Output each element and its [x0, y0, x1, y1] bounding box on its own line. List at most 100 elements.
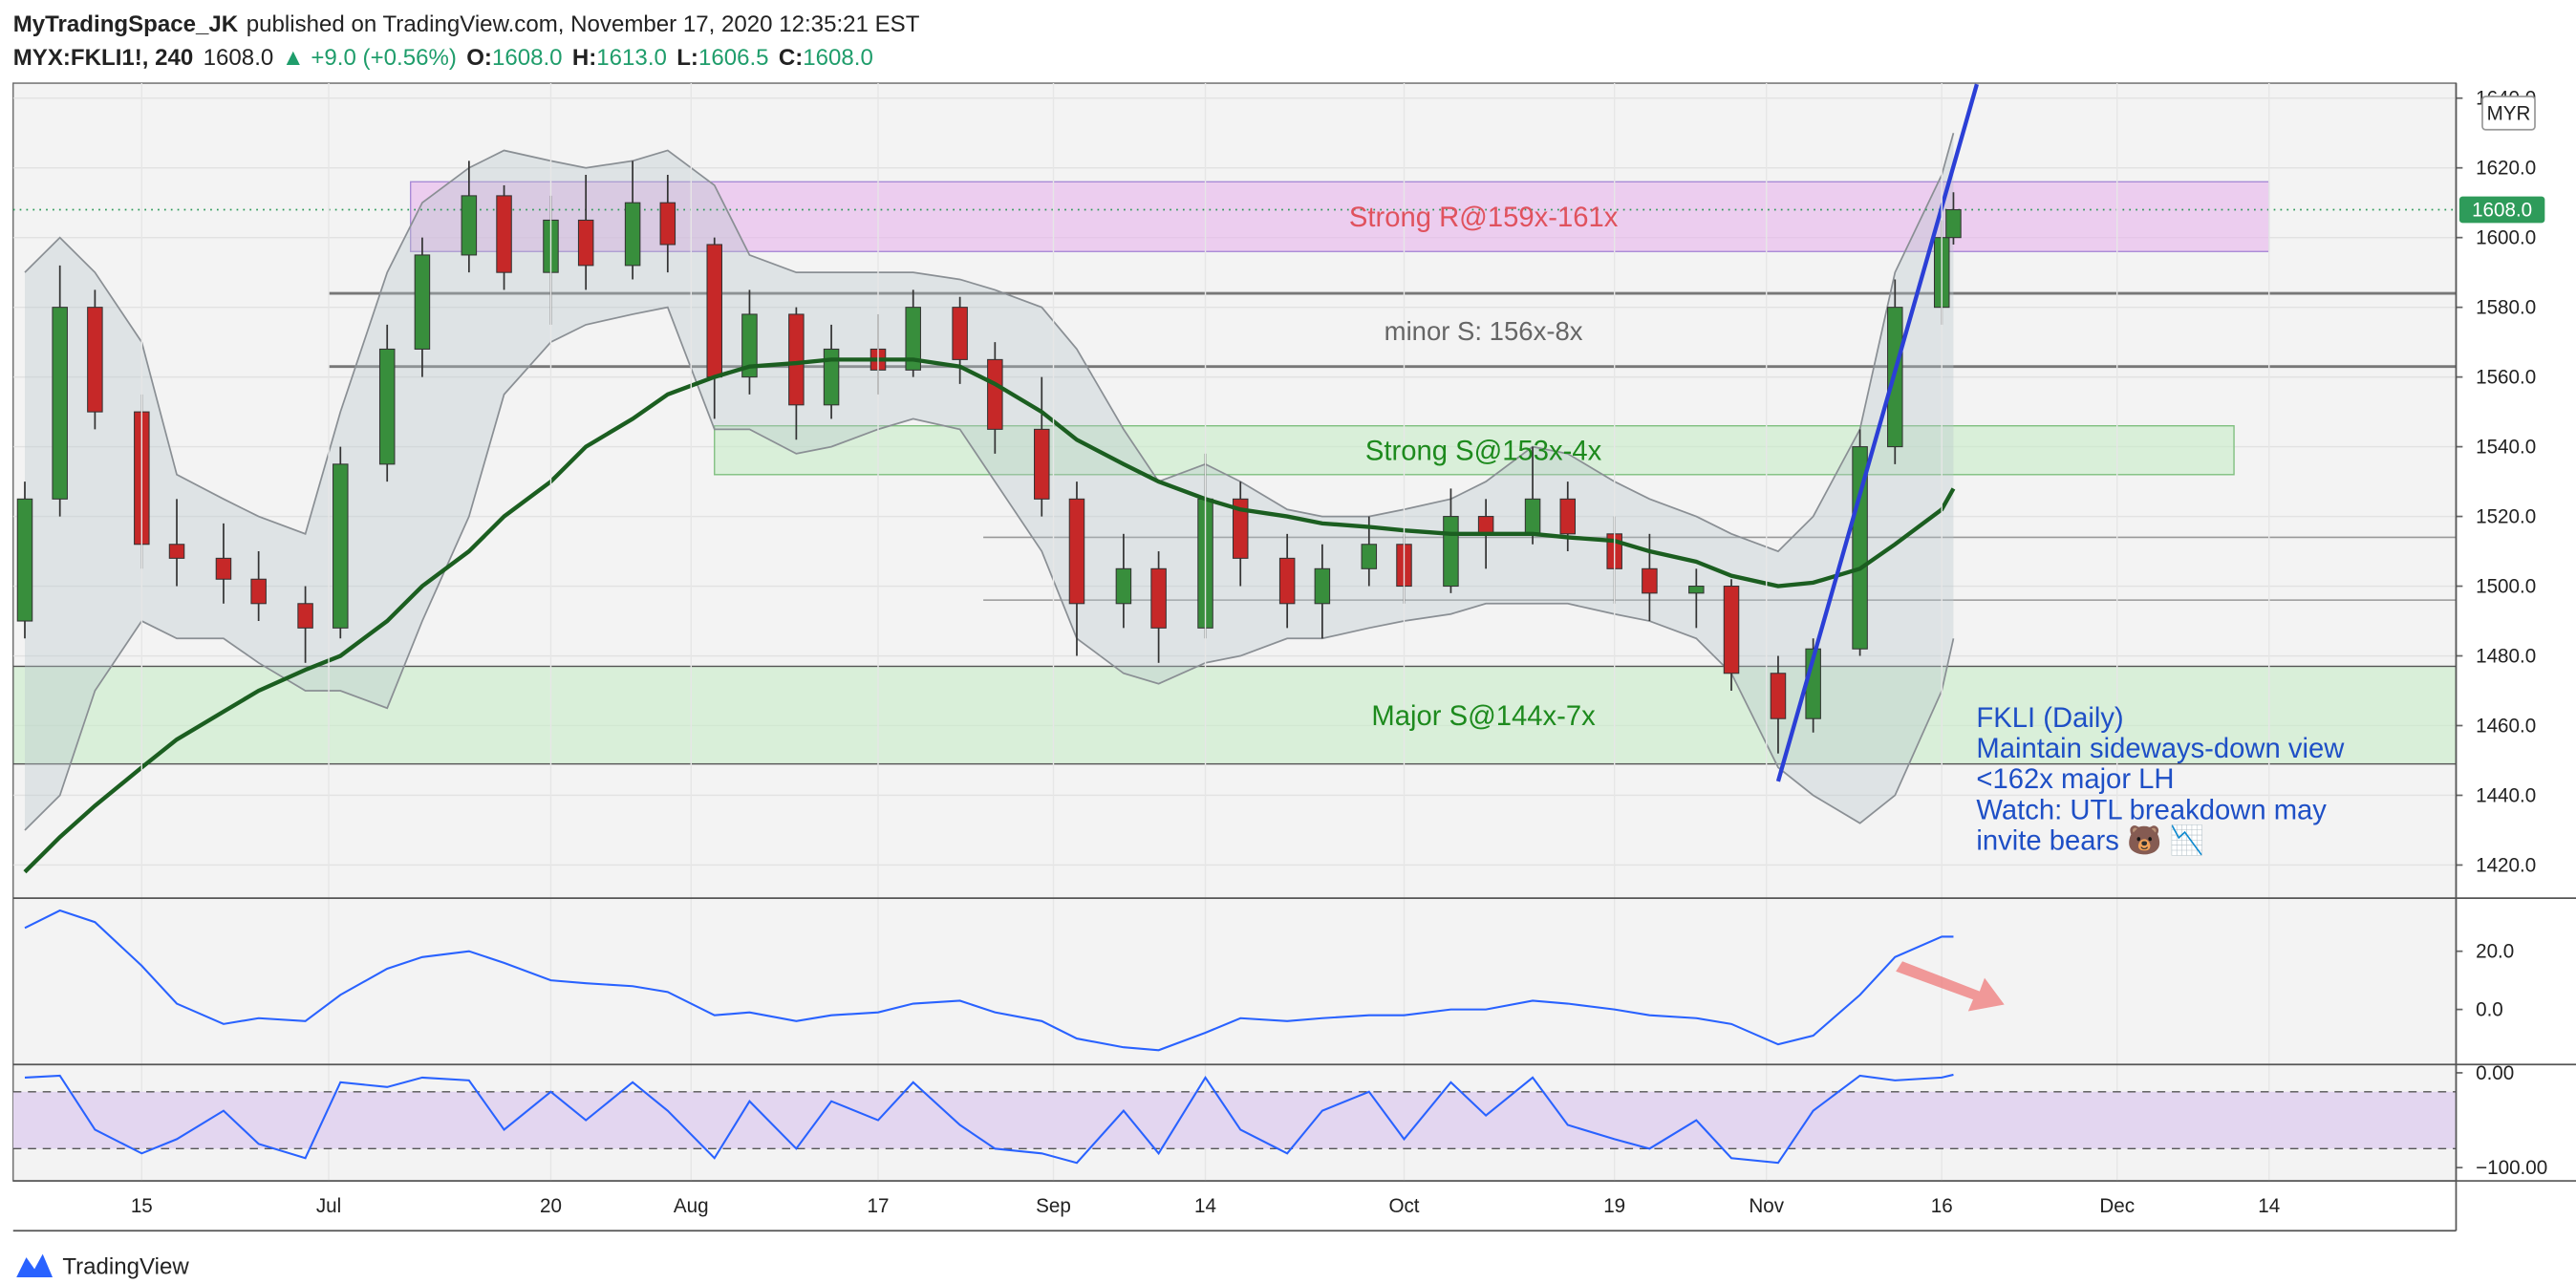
- last-price-box: [2458, 196, 2545, 224]
- x-tick-label: Jul: [316, 1195, 341, 1217]
- author: MyTradingSpace_JK: [13, 11, 239, 37]
- y-tick-label: 1540.0: [2476, 436, 2536, 458]
- last-price-label: 1608.0: [2472, 199, 2532, 221]
- indicator-pane: [12, 1073, 2457, 1165]
- candle-body: [1314, 567, 1331, 605]
- note-line: <162x major LH: [1976, 763, 2174, 795]
- candle-body: [461, 195, 478, 256]
- candle-body: [788, 313, 805, 406]
- trendline: [1775, 83, 1979, 782]
- candle-body: [1477, 516, 1494, 535]
- quote-line: MYX:FKLI1!, 240 1608.0 ▲ +9.0 (+0.56%) O:16…: [13, 45, 873, 71]
- last: 1608.0: [204, 45, 274, 71]
- ohlc-value: 1608.0: [492, 45, 563, 71]
- brand: TradingView: [62, 1253, 189, 1279]
- candle-body: [1524, 498, 1541, 535]
- candle-body: [168, 544, 185, 559]
- candle-body: [1852, 446, 1868, 650]
- header-line: MyTradingSpace_JK published on TradingVie…: [13, 11, 920, 37]
- candle-body: [905, 307, 921, 371]
- main-pane: [12, 83, 2457, 874]
- candle-body: [1115, 567, 1132, 605]
- candle-body: [414, 254, 431, 350]
- note-line: FKLI (Daily): [1976, 702, 2123, 734]
- level-label: minor S: 156x-8x: [1385, 316, 1583, 346]
- x-tick-label: 19: [1603, 1195, 1625, 1217]
- y-tick-label: 1460.0: [2476, 715, 2536, 737]
- ohlc-label: C:: [779, 45, 803, 71]
- y-tick-label: 1580.0: [2476, 297, 2536, 319]
- candle-body: [659, 202, 676, 246]
- band-upper: [24, 132, 1955, 553]
- candle-body: [297, 603, 313, 629]
- arrow-annotation: [1896, 961, 2005, 1012]
- x-tick-label: Nov: [1749, 1195, 1784, 1217]
- zone: [12, 665, 2457, 765]
- brand-logo: TradingView: [16, 1253, 189, 1280]
- candle-body: [1443, 516, 1459, 588]
- note-line: invite bears 🐻 📉: [1976, 823, 2203, 856]
- candle-body: [823, 348, 840, 406]
- candle-body: [706, 244, 722, 378]
- zone-label: Major S@144x-7x: [1371, 700, 1596, 732]
- candle-body: [1559, 498, 1577, 535]
- note-line: Watch: UTL breakdown may: [1976, 794, 2327, 825]
- x-tick-label: Sep: [1036, 1195, 1071, 1217]
- y-tick-label: 1440.0: [2476, 784, 2536, 806]
- ohlc-value: 1613.0: [596, 45, 667, 71]
- candle-body: [1688, 586, 1705, 594]
- candle-body: [378, 348, 396, 465]
- ohlc-label: H:: [572, 45, 596, 71]
- y-tick-label: 1560.0: [2476, 366, 2536, 388]
- x-tick-label: 17: [868, 1195, 890, 1217]
- ohlc-label: O:: [466, 45, 492, 71]
- x-tick-label: 14: [2258, 1195, 2280, 1217]
- candle-body: [1361, 544, 1378, 569]
- candle-body: [1232, 498, 1249, 559]
- y-tick-label: 1600.0: [2476, 227, 2536, 249]
- zone: [714, 425, 2235, 476]
- x-tick-label: 14: [1194, 1195, 1216, 1217]
- candle-body: [624, 202, 641, 267]
- y-tick-label: 0.00: [2476, 1062, 2514, 1084]
- y-tick-label: 1480.0: [2476, 645, 2536, 667]
- ohlc-value: 1608.0: [803, 45, 873, 71]
- y-tick-label: 1520.0: [2476, 505, 2536, 527]
- candle-body: [215, 557, 232, 580]
- layers: 14 20.0 1440.0 1460.0 1480.0 1500.0 1520.0 1540…: [12, 83, 2576, 1232]
- candle-body: [1034, 428, 1050, 500]
- candle-body: [1150, 567, 1167, 629]
- band-fill: [24, 133, 1954, 830]
- x-tick-label: Aug: [674, 1195, 709, 1217]
- candle-body: [577, 219, 594, 267]
- zone-label: Strong R@159x-161x: [1349, 202, 1619, 233]
- zone-label: Strong S@153x-4x: [1365, 436, 1602, 467]
- ohlc-label: L:: [676, 45, 698, 71]
- x-tick-label: 20: [540, 1195, 562, 1217]
- candle-body: [987, 358, 1003, 430]
- symbol: MYX:FKLI1!, 240: [13, 45, 194, 71]
- published: published on TradingView.com, November 1…: [247, 11, 920, 37]
- indicator-line: [24, 1073, 1954, 1165]
- currency-label: MYR: [2487, 102, 2531, 124]
- currency-box: [2481, 96, 2536, 131]
- x-tick-label: Dec: [2099, 1195, 2135, 1217]
- ohlc-value: 1606.5: [698, 45, 769, 71]
- y-tick-label: 20.0: [2476, 941, 2514, 963]
- candle-body: [333, 463, 349, 629]
- candle-body: [250, 578, 267, 605]
- y-tick-label: 1500.0: [2476, 575, 2536, 597]
- indicator-pane: [24, 909, 1954, 1052]
- candle-body: [52, 307, 68, 500]
- note-line: Maintain sideways-down view: [1976, 733, 2345, 764]
- y-tick-label: 0.0: [2476, 998, 2503, 1020]
- candle-body: [1723, 586, 1740, 674]
- change: ▲ +9.0 (+0.56%): [282, 45, 457, 71]
- candle-body: [1278, 557, 1296, 605]
- candle-body: [952, 307, 968, 360]
- x-tick-label: Oct: [1388, 1195, 1419, 1217]
- candle-body: [87, 307, 103, 413]
- candle-body: [1770, 673, 1787, 719]
